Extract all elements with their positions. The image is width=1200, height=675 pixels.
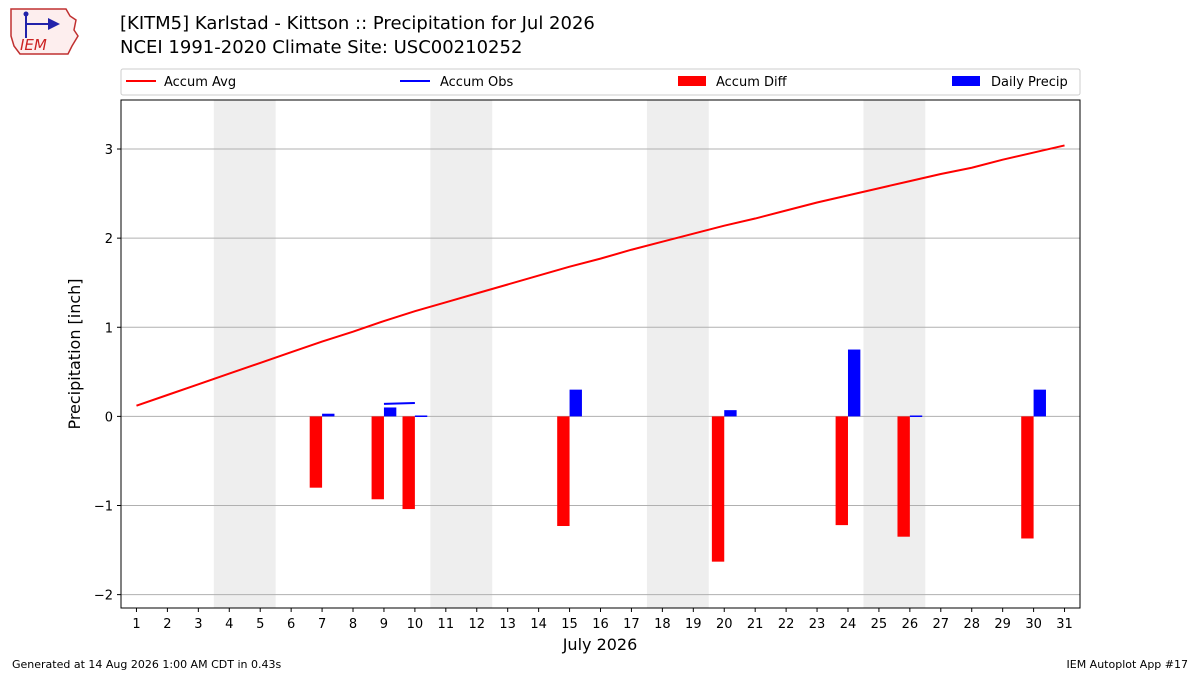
y-tick-label: −2 (94, 589, 113, 604)
x-tick-label: 14 (530, 617, 547, 632)
x-tick-label: 4 (225, 617, 233, 632)
y-tick-label: 2 (105, 232, 113, 247)
accum-diff-bar (371, 416, 384, 500)
weekend-shade (213, 100, 276, 608)
accum-diff-bar (402, 416, 415, 510)
x-axis-label: July 2026 (562, 635, 638, 654)
y-tick-label: 1 (105, 321, 113, 336)
x-tick-label: 19 (685, 617, 702, 632)
x-tick-label: 18 (654, 617, 671, 632)
y-tick-label: 3 (105, 143, 113, 158)
x-tick-label: 30 (1025, 617, 1042, 632)
x-tick-label: 5 (256, 617, 264, 632)
daily-precip-bar (569, 389, 582, 417)
x-tick-label: 11 (438, 617, 455, 632)
weekend-shade (863, 100, 926, 608)
x-tick-label: 26 (902, 617, 919, 632)
daily-precip-bar (1033, 389, 1046, 417)
x-tick-label: 6 (287, 617, 295, 632)
x-tick-label: 23 (809, 617, 826, 632)
x-tick-label: 20 (716, 617, 733, 632)
y-tick-label: 0 (105, 410, 113, 425)
x-tick-label: 9 (380, 617, 388, 632)
legend-swatch-daily-precip (952, 76, 980, 86)
x-tick-label: 24 (840, 617, 857, 632)
accum-diff-bar (835, 416, 848, 526)
legend-label-accum-avg: Accum Avg (164, 75, 236, 90)
accum-diff-bar (711, 416, 725, 562)
accum-obs-line (383, 402, 415, 405)
x-tick-label: 15 (561, 617, 578, 632)
accum-diff-bar (309, 416, 323, 488)
x-tick-label: 29 (994, 617, 1011, 632)
x-tick-label: 21 (747, 617, 764, 632)
legend-label-daily-precip: Daily Precip (991, 75, 1068, 90)
x-tick-label: 27 (933, 617, 950, 632)
daily-precip-bar (383, 407, 397, 417)
iem-logo-icon: IEM (10, 8, 79, 55)
y-tick-label: −1 (94, 500, 113, 515)
x-tick-label: 8 (349, 617, 357, 632)
chart-title: [KITM5] Karlstad - Kittson :: Precipitat… (120, 13, 595, 34)
weekend-shade (646, 100, 709, 608)
weekend-shade (430, 100, 493, 608)
x-tick-label: 28 (963, 617, 980, 632)
daily-precip-bar (724, 410, 737, 417)
x-tick-label: 2 (163, 617, 171, 632)
generated-timestamp: Generated at 14 Aug 2026 1:00 AM CDT in … (12, 658, 282, 671)
daily-precip-bar (847, 349, 861, 417)
x-tick-label: 12 (468, 617, 485, 632)
accum-diff-bar (1021, 416, 1034, 539)
daily-precip-bar (414, 415, 428, 417)
app-label: IEM Autoplot App #17 (1066, 658, 1189, 671)
x-tick-label: 22 (778, 617, 795, 632)
legend-label-accum-diff: Accum Diff (716, 75, 788, 90)
y-axis-label: Precipitation [inch] (65, 278, 84, 429)
x-tick-label: 16 (592, 617, 609, 632)
svg-text:IEM: IEM (20, 36, 47, 54)
x-tick-label: 31 (1056, 617, 1073, 632)
daily-precip-bar (322, 413, 335, 417)
x-tick-label: 1 (132, 617, 140, 632)
x-tick-label: 17 (623, 617, 640, 632)
x-tick-label: 25 (871, 617, 888, 632)
legend-swatch-accum-diff (678, 76, 706, 86)
x-tick-label: 7 (318, 617, 326, 632)
daily-precip-bar (909, 415, 923, 417)
accum-diff-bar (897, 416, 910, 537)
accum-avg-line (136, 144, 1065, 407)
x-tick-label: 13 (499, 617, 516, 632)
x-tick-label: 3 (194, 617, 202, 632)
chart-subtitle: NCEI 1991-2020 Climate Site: USC00210252 (120, 37, 523, 58)
x-tick-label: 10 (407, 617, 424, 632)
chart-legend: Accum Avg Accum Obs Accum Diff Daily Precip (120, 68, 1081, 96)
legend-label-accum-obs: Accum Obs (440, 75, 513, 90)
accum-diff-bar (557, 416, 570, 527)
